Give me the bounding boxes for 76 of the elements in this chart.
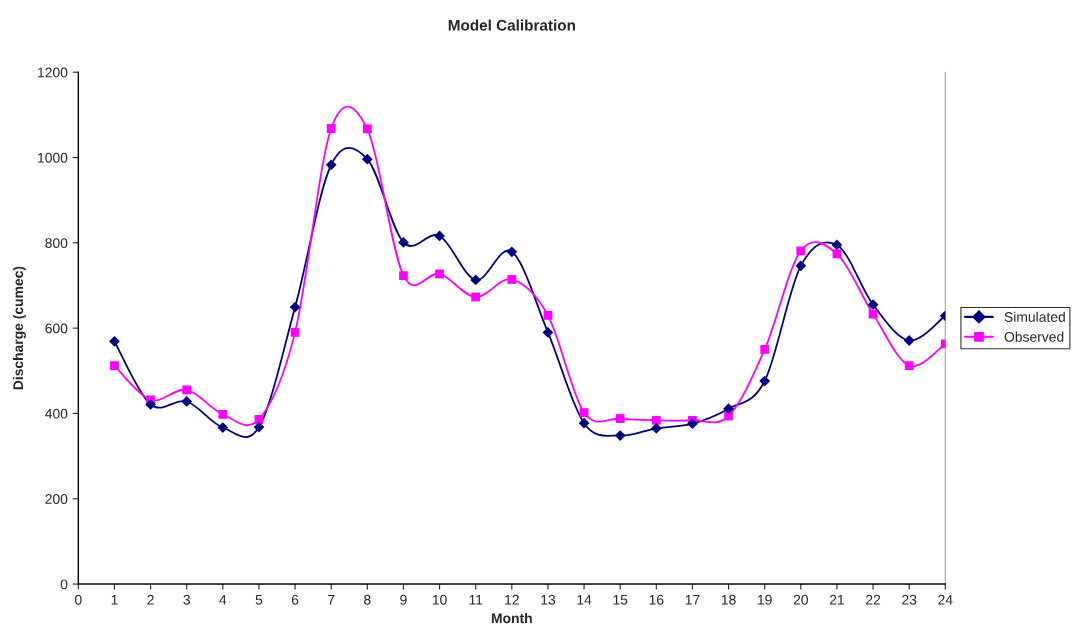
x-tick-label: 21 bbox=[829, 594, 844, 605]
point bbox=[109, 335, 120, 347]
point bbox=[435, 269, 444, 279]
point bbox=[471, 292, 481, 302]
x-tick-label: 8 bbox=[364, 594, 371, 605]
point bbox=[110, 361, 119, 371]
point bbox=[687, 418, 698, 430]
y-tick-label: 0 bbox=[60, 579, 68, 590]
point bbox=[904, 361, 914, 371]
x-tick-label: 23 bbox=[902, 594, 917, 605]
point bbox=[903, 335, 915, 346]
point bbox=[614, 430, 626, 441]
point bbox=[289, 301, 301, 313]
x-tick-label: 10 bbox=[432, 594, 447, 605]
point bbox=[182, 385, 192, 395]
point bbox=[507, 275, 517, 284]
y-tick-label: 200 bbox=[45, 494, 68, 504]
x-tick-label: 7 bbox=[328, 594, 335, 605]
y-tick-label: 1200 bbox=[38, 67, 68, 78]
y-tick-label: 1000 bbox=[38, 152, 68, 163]
x-tick-label: 16 bbox=[649, 594, 664, 605]
point bbox=[470, 274, 482, 286]
x-tick-label: 3 bbox=[183, 594, 190, 605]
point bbox=[326, 124, 336, 133]
point bbox=[361, 153, 373, 165]
point bbox=[399, 271, 408, 281]
x-tick-label: 2 bbox=[147, 594, 154, 605]
point bbox=[759, 375, 771, 387]
x-tick-label: 5 bbox=[255, 594, 263, 605]
x-tick-label: 18 bbox=[721, 594, 736, 605]
point bbox=[325, 159, 337, 171]
point bbox=[543, 310, 553, 320]
point bbox=[398, 237, 409, 248]
y-tick-label: 400 bbox=[45, 408, 68, 419]
y-axis-title: Discharge (cumec) bbox=[12, 266, 26, 390]
legend-label: Simulated bbox=[1004, 311, 1065, 322]
point bbox=[831, 239, 843, 251]
x-tick-label: 17 bbox=[685, 594, 700, 605]
x-tick-label: 1 bbox=[111, 594, 118, 605]
point bbox=[651, 415, 661, 425]
point bbox=[867, 299, 879, 311]
x-tick-label: 6 bbox=[291, 594, 299, 605]
chart-title: Model Calibration bbox=[448, 19, 575, 31]
point bbox=[579, 408, 589, 417]
point bbox=[795, 260, 807, 272]
point bbox=[615, 414, 625, 423]
point bbox=[362, 124, 372, 134]
y-tick-label: 800 bbox=[45, 238, 68, 248]
point bbox=[217, 422, 229, 433]
x-tick-label: 11 bbox=[469, 594, 483, 605]
x-tick-label: 22 bbox=[866, 594, 881, 605]
point bbox=[796, 246, 806, 256]
point bbox=[542, 327, 554, 338]
point bbox=[723, 403, 734, 415]
point bbox=[760, 345, 770, 354]
y-tick-label: 600 bbox=[45, 323, 68, 334]
x-tick-label: 19 bbox=[758, 594, 772, 605]
point bbox=[290, 328, 300, 337]
x-axis-title: Month bbox=[491, 612, 532, 624]
point bbox=[145, 399, 156, 410]
x-tick-label: 9 bbox=[400, 594, 407, 605]
x-tick-label: 12 bbox=[505, 594, 519, 605]
x-tick-label: 0 bbox=[75, 594, 82, 605]
x-tick-label: 20 bbox=[793, 594, 808, 605]
point bbox=[218, 409, 228, 419]
x-tick-label: 15 bbox=[613, 594, 628, 605]
point bbox=[578, 417, 590, 429]
x-tick-label: 4 bbox=[219, 594, 227, 605]
point bbox=[181, 396, 193, 407]
x-tick-label: 14 bbox=[577, 594, 592, 605]
x-tick-label: 24 bbox=[938, 594, 953, 605]
point bbox=[650, 422, 662, 434]
legend-label: Observed bbox=[1004, 331, 1064, 342]
point bbox=[253, 421, 265, 433]
x-tick-label: 13 bbox=[541, 594, 556, 605]
point bbox=[506, 246, 518, 258]
